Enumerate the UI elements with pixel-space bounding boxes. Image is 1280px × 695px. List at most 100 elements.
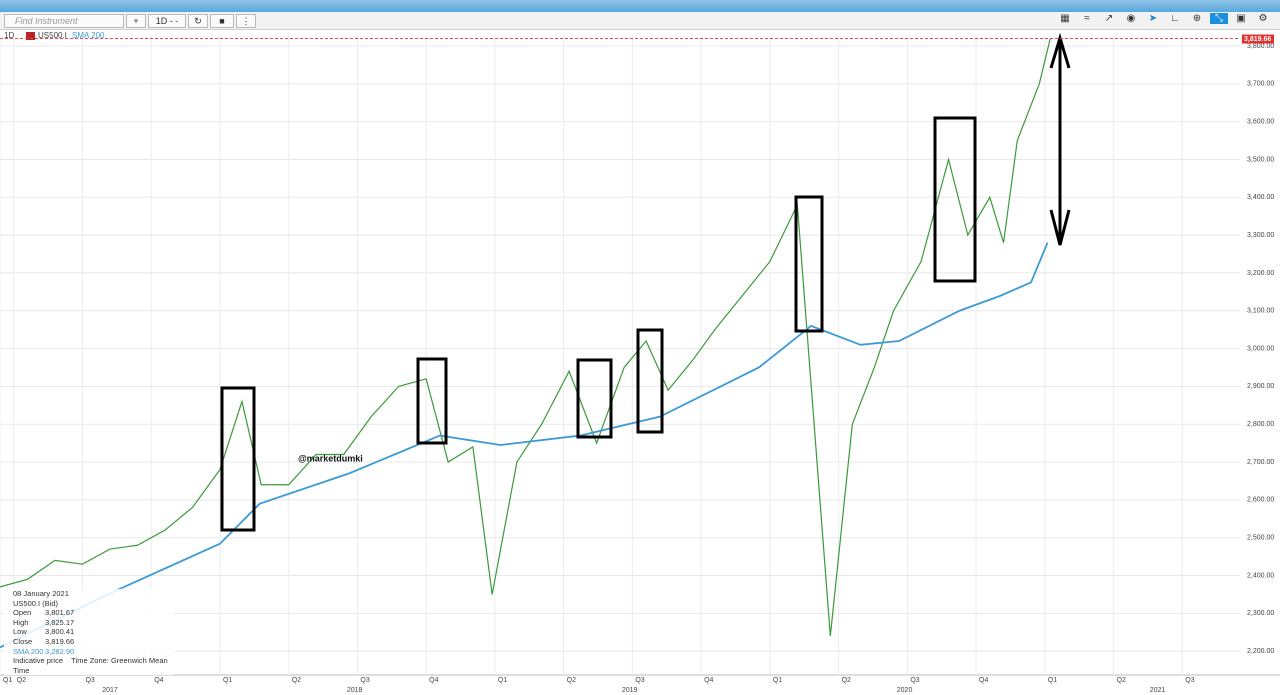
info-key: Low: [13, 627, 27, 637]
add-button[interactable]: +: [126, 14, 146, 28]
info-row: High 3,825.17: [13, 618, 174, 628]
annotations: [220, 32, 1071, 532]
toolbar: Find Instrument + 1D - - ↻ ■ ⋮ ▦ ≈ ↗ ◉ ➤…: [0, 12, 1280, 30]
header-instrument: US500.I: [38, 31, 67, 40]
year-label: 2020: [897, 687, 913, 694]
x-tick-label: Q2: [567, 677, 576, 684]
menu-button[interactable]: ⋮: [236, 14, 256, 28]
annotation-box: [220, 386, 256, 532]
info-value: 3,800.41: [45, 627, 75, 637]
annotation-box: [933, 116, 977, 283]
x-tick-label: Q3: [910, 677, 919, 684]
y-axis-panel: [1240, 30, 1280, 675]
instrument-flag: [26, 32, 35, 40]
tool-icon[interactable]: ➤: [1148, 13, 1158, 24]
info-row: Close 3,819.66: [13, 637, 174, 647]
y-tick-label: 2,500.00: [1247, 535, 1274, 542]
y-tick-label: 3,000.00: [1247, 345, 1274, 352]
chart: @marketdumki 1D US500.I SMA 200 2,200.00…: [0, 30, 1280, 694]
x-tick-label: Q3: [635, 677, 644, 684]
x-tick-label: Q4: [154, 677, 163, 684]
info-value: 3,819.66: [45, 636, 75, 646]
x-tick-label: Q3: [360, 677, 369, 684]
x-tick-label: Q4: [979, 677, 988, 684]
annotation-arrowhead: [1049, 32, 1071, 69]
x-tick-label: Q1: [1048, 677, 1057, 684]
info-footer: Indicative price Time Zone: Greenwich Me…: [4, 656, 174, 675]
info-rows: Open 3,801.67 High 3,825.17 Low 3,800.41 Close…: [4, 608, 174, 656]
x-tick-label: Q4: [429, 677, 438, 684]
x-tick-label: Q2: [292, 677, 301, 684]
info-key: Open: [13, 608, 32, 618]
info-key: High: [13, 617, 29, 627]
year-label: 2019: [622, 687, 638, 694]
tool-icon[interactable]: ▦: [1060, 13, 1070, 24]
y-tick-label: 3,700.00: [1247, 81, 1274, 88]
y-tick-label: 2,800.00: [1247, 421, 1274, 428]
x-tick-label: Q1: [498, 677, 507, 684]
tool-icon[interactable]: ⤡: [1210, 13, 1228, 24]
year-label: 2021: [1150, 687, 1166, 694]
annotation-box: [636, 328, 664, 434]
tool-icon[interactable]: ⚙: [1258, 13, 1268, 24]
y-tick-label: 3,200.00: [1247, 270, 1274, 277]
tool-icon[interactable]: ∟: [1170, 13, 1180, 24]
timeframe-button[interactable]: 1D - -: [148, 14, 186, 28]
tool-icon[interactable]: ↗: [1104, 13, 1114, 24]
x-tick-label: Q2: [17, 677, 26, 684]
series-line: [0, 242, 1049, 649]
grid: [0, 35, 1240, 675]
title-bar: [0, 0, 1280, 12]
refresh-button[interactable]: ↻: [188, 14, 208, 28]
last-price-label: 3,819.66: [1244, 36, 1271, 43]
y-tick-label: 2,700.00: [1247, 459, 1274, 466]
watermark: @marketdumki: [298, 453, 363, 463]
info-row: Open 3,801.67: [13, 608, 174, 618]
tool-icon[interactable]: ◉: [1126, 13, 1136, 24]
series-line: [0, 38, 1051, 637]
info-key: SMA 200: [13, 646, 44, 656]
info-footer-item: Indicative price: [13, 656, 64, 666]
header-indicator: SMA 200: [72, 31, 105, 40]
tool-icon[interactable]: ≈: [1084, 13, 1090, 24]
x-tick-label: Q1: [223, 677, 232, 684]
annotation-box: [794, 195, 824, 333]
y-tick-label: 3,300.00: [1247, 232, 1274, 239]
info-key: Close: [13, 636, 33, 646]
x-tick-label: Q1: [773, 677, 782, 684]
tool-icon[interactable]: ▣: [1236, 13, 1246, 24]
info-value: 3,825.17: [45, 617, 75, 627]
x-tick-label: Q4: [704, 677, 713, 684]
info-date: 08 January 2021: [13, 589, 69, 598]
info-instrument: US500.I (Bid): [13, 598, 59, 608]
y-tick-label: 2,600.00: [1247, 497, 1274, 504]
chart-type-button[interactable]: ■: [210, 14, 234, 28]
y-tick-label: 3,800.00: [1247, 43, 1274, 50]
y-tick-label: 2,200.00: [1247, 648, 1274, 655]
annotation-box: [416, 357, 448, 445]
info-panel: 08 January 2021 US500.I (Bid) Open 3,801.…: [4, 589, 174, 676]
search-box[interactable]: Find Instrument: [4, 14, 124, 28]
info-footer-item: Time Zone: Greenwich Mean Time: [13, 656, 168, 675]
info-value: 3,282.90: [45, 646, 75, 656]
year-label: 2017: [102, 687, 118, 694]
info-row: Low 3,800.41: [13, 627, 174, 637]
y-tick-label: 3,100.00: [1247, 308, 1274, 315]
x-tick-label: Q3: [85, 677, 94, 684]
info-row: SMA 200 3,282.90: [13, 647, 174, 657]
y-tick-label: 3,400.00: [1247, 194, 1274, 201]
tool-icons: ▦ ≈ ↗ ◉ ➤ ∟ ⊕ ⤡ ▣ ⚙: [1056, 13, 1272, 24]
x-tick-label: Q2: [842, 677, 851, 684]
y-tick-label: 2,300.00: [1247, 610, 1274, 617]
tool-icon[interactable]: ⊕: [1192, 13, 1202, 24]
y-tick-label: 3,500.00: [1247, 156, 1274, 163]
annotation-box: [576, 358, 613, 439]
series: [0, 38, 1051, 649]
y-tick-label: 3,600.00: [1247, 118, 1274, 125]
last-price-tag: [1242, 34, 1274, 44]
x-tick-label: Q3: [1185, 677, 1194, 684]
x-tick-label: Q1: [3, 677, 12, 684]
y-tick-label: 2,400.00: [1247, 572, 1274, 579]
chart-header: 1D US500.I SMA 200: [4, 31, 105, 40]
